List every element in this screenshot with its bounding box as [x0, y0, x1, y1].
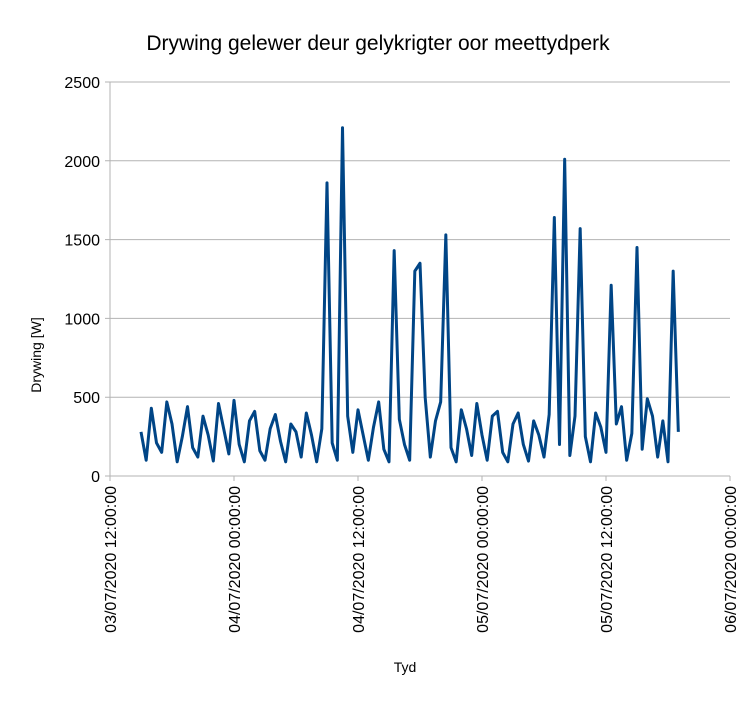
data-line [139, 126, 680, 464]
y-tick-label: 2000 [64, 154, 100, 171]
x-tick-label: 05/07/2020 12:00:00 [599, 486, 616, 633]
y-tick-label: 0 [91, 469, 100, 486]
x-tick-label: 03/07/2020 12:00:00 [103, 486, 120, 633]
y-tick-label: 1500 [64, 233, 100, 250]
y-axis-label: Drywing [W] [28, 317, 44, 392]
x-tick-label: 04/07/2020 00:00:00 [227, 486, 244, 633]
y-tick-label: 500 [73, 390, 100, 407]
x-axis-label: Tyd [394, 659, 417, 675]
x-tick-label: 04/07/2020 12:00:00 [351, 486, 368, 633]
chart-title: Drywing gelewer deur gelykrigter oor mee… [146, 32, 610, 55]
x-tick-label: 05/07/2020 00:00:00 [475, 486, 492, 633]
y-tick-label: 1000 [64, 311, 100, 328]
x-tick-label: 06/07/2020 00:00:00 [723, 486, 740, 633]
y-tick-label: 2500 [64, 75, 100, 92]
